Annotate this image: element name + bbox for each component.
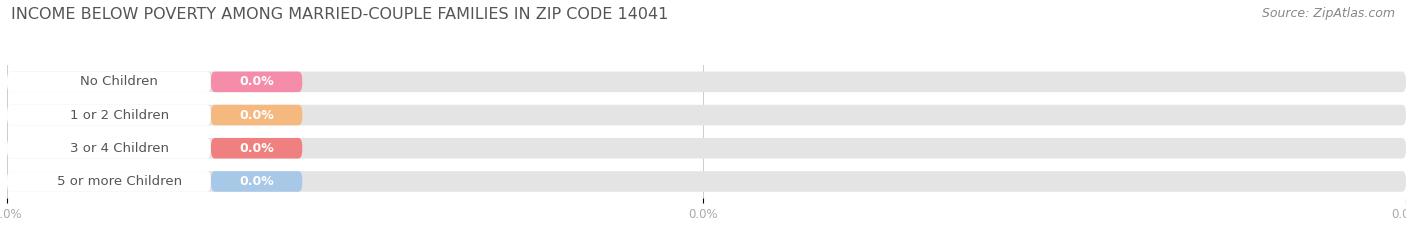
FancyBboxPatch shape <box>7 72 211 92</box>
Text: 0.0%: 0.0% <box>239 109 274 122</box>
Text: 0.0%: 0.0% <box>239 175 274 188</box>
FancyBboxPatch shape <box>7 171 211 192</box>
FancyBboxPatch shape <box>7 105 211 125</box>
Text: 0.0%: 0.0% <box>239 75 274 88</box>
FancyBboxPatch shape <box>7 138 211 158</box>
Text: 5 or more Children: 5 or more Children <box>56 175 181 188</box>
FancyBboxPatch shape <box>211 105 302 125</box>
FancyBboxPatch shape <box>7 105 1406 125</box>
Text: 3 or 4 Children: 3 or 4 Children <box>70 142 169 155</box>
FancyBboxPatch shape <box>7 171 1406 192</box>
Text: Source: ZipAtlas.com: Source: ZipAtlas.com <box>1261 7 1395 20</box>
FancyBboxPatch shape <box>7 72 1406 92</box>
FancyBboxPatch shape <box>211 171 302 192</box>
Text: INCOME BELOW POVERTY AMONG MARRIED-COUPLE FAMILIES IN ZIP CODE 14041: INCOME BELOW POVERTY AMONG MARRIED-COUPL… <box>11 7 669 22</box>
FancyBboxPatch shape <box>211 138 302 158</box>
Text: No Children: No Children <box>80 75 157 88</box>
Text: 0.0%: 0.0% <box>239 142 274 155</box>
FancyBboxPatch shape <box>7 138 1406 158</box>
FancyBboxPatch shape <box>211 72 302 92</box>
Text: 1 or 2 Children: 1 or 2 Children <box>69 109 169 122</box>
